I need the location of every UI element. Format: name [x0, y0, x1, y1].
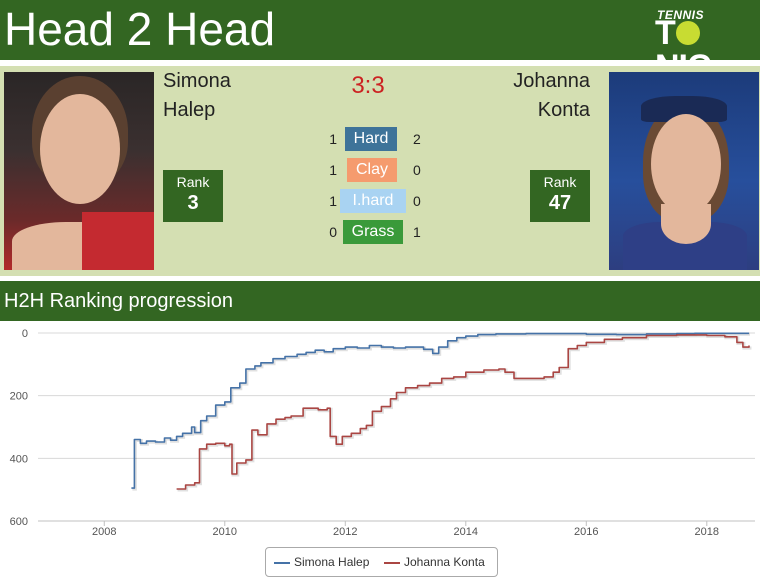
legend-item-halep[interactable]: Simona Halep — [274, 548, 369, 576]
y-tick-label: 200 — [10, 391, 28, 403]
rank-label-left: Rank — [176, 174, 210, 190]
surface-left-count: 0 — [329, 224, 337, 240]
surface-left-count: 1 — [329, 131, 337, 147]
shirt-shape — [82, 212, 154, 270]
player-name-right[interactable]: Johanna Konta — [470, 67, 590, 125]
chart-legend: Simona Halep Johanna Konta — [265, 547, 498, 577]
rank-badge-left: Rank 3 — [163, 170, 223, 222]
surface-right-count: 0 — [413, 193, 421, 209]
player-photo-right — [609, 72, 759, 270]
y-tick-label: 400 — [10, 453, 28, 465]
legend-label: Simona Halep — [294, 555, 370, 569]
x-tick-label: 2012 — [333, 526, 357, 538]
player-first-name-right: Johanna — [513, 70, 590, 92]
x-tick-label: 2008 — [92, 526, 116, 538]
section-title: H2H Ranking progression — [4, 290, 234, 312]
legend-swatch — [384, 561, 400, 564]
player-photo-left — [4, 72, 154, 270]
rank-value-left: 3 — [187, 192, 199, 214]
rank-badge-right: Rank 47 — [530, 170, 590, 222]
player-first-name-left: Simona — [163, 70, 231, 92]
player-last-name-right: Konta — [537, 99, 590, 121]
page-title: Head 2 Head — [4, 3, 276, 55]
x-tick-label: 2010 — [213, 526, 237, 538]
surface-right-count: 1 — [413, 224, 421, 240]
rank-label-right: Rank — [543, 174, 577, 190]
y-tick-label: 0 — [22, 328, 28, 340]
face-shape — [40, 94, 120, 204]
face-shape — [651, 114, 721, 214]
surface-left-count: 1 — [329, 162, 337, 178]
surface-right-count: 0 — [413, 162, 421, 178]
surface-left-count: 1 — [329, 193, 337, 209]
surface-badge-ihard: I.hard — [340, 189, 406, 213]
x-tick-label: 2016 — [574, 526, 598, 538]
tennis-tonic-logo[interactable]: TENNIS TNIC — [655, 8, 755, 84]
logo-text-left: T — [655, 14, 676, 52]
y-tick-label: 600 — [10, 516, 28, 528]
neck-shape — [661, 204, 711, 244]
surface-badge-clay: Clay — [347, 158, 397, 182]
player-last-name-left: Halep — [163, 99, 216, 121]
series-line-shadow — [177, 334, 752, 492]
surface-badge-hard: Hard — [345, 127, 397, 151]
tennis-ball-icon — [675, 21, 700, 46]
series-line-konta — [176, 334, 750, 490]
legend-item-konta[interactable]: Johanna Konta — [384, 548, 485, 576]
legend-swatch — [274, 561, 290, 564]
series-line-halep — [131, 332, 749, 489]
surface-row-ihard: 1 I.hard 0 — [315, 189, 435, 213]
x-tick-label: 2018 — [695, 526, 719, 538]
rank-value-right: 47 — [548, 192, 572, 214]
surface-row-hard: 1 Hard 2 — [315, 127, 435, 151]
section-header: H2H Ranking progression — [0, 281, 760, 321]
h2h-score: 3:3 — [351, 72, 385, 99]
surface-right-count: 2 — [413, 131, 421, 147]
logo-tagline: TENNIS — [657, 8, 705, 22]
header-bar: Head 2 Head TENNIS TNIC — [0, 0, 760, 84]
player-name-left[interactable]: Simona Halep — [163, 67, 231, 125]
legend-label: Johanna Konta — [404, 555, 485, 569]
surface-badge-grass: Grass — [343, 220, 403, 244]
ranking-chart: 0 200 400 600 2008 2010 2012 2014 2016 2018 — [10, 328, 755, 538]
series-line-shadow — [132, 332, 750, 491]
surface-row-clay: 1 Clay 0 — [315, 158, 435, 182]
surface-row-grass: 0 Grass 1 — [315, 220, 435, 244]
x-tick-label: 2014 — [454, 526, 478, 538]
